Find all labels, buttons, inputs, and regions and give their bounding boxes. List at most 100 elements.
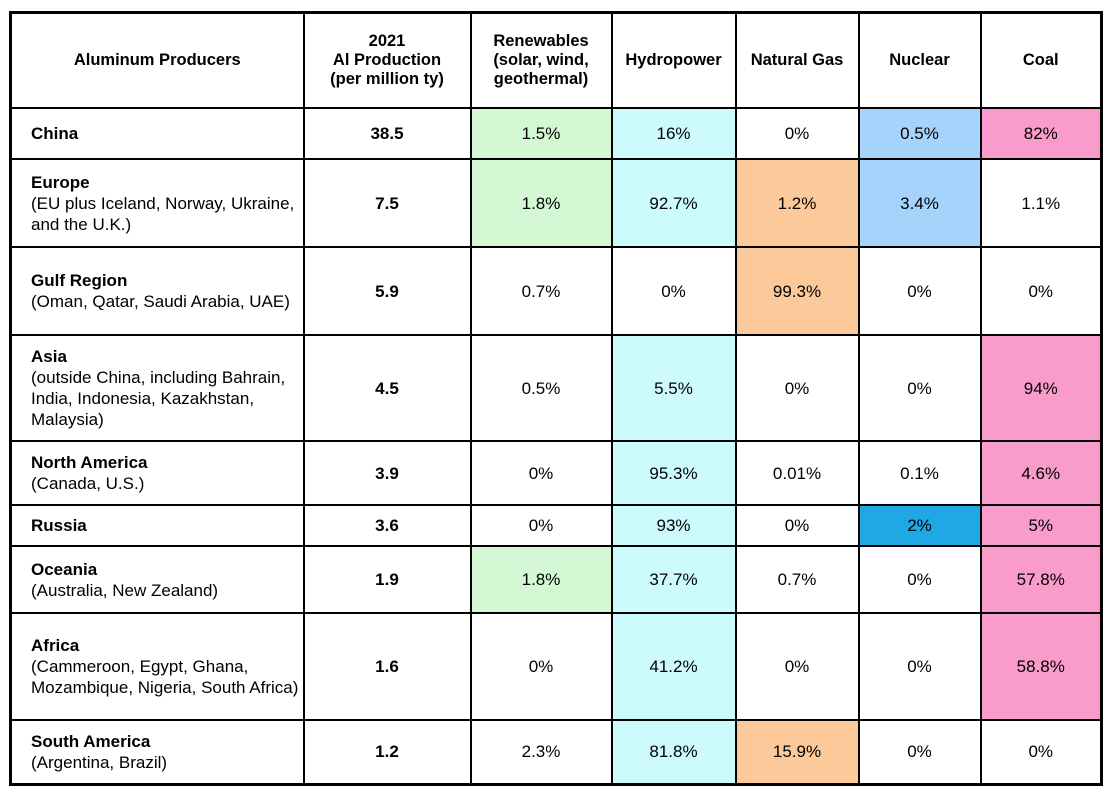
header-line: Hydropower [625, 51, 722, 69]
region-cell: China [9, 107, 305, 160]
region-name: China [31, 124, 79, 143]
table-row: Russia 3.6 0% 93% 0% 2% 5% [9, 504, 1103, 547]
coal-share: 5% [979, 504, 1103, 547]
col-header-hydropower: Hydropower [610, 11, 737, 109]
nuclear-share: 0.1% [857, 440, 982, 506]
col-header-producers: Aluminum Producers [9, 11, 305, 109]
coal-share: 94% [979, 334, 1103, 442]
table-row: Asia (outside China, including Bahrain, I… [9, 334, 1103, 442]
hydropower-share: 0% [610, 246, 737, 336]
header-line: (solar, wind, [493, 51, 589, 69]
table-row: Africa (Cammeroon, Egypt, Ghana, Mozambiq… [9, 612, 1103, 721]
natural-gas-share: 0.7% [734, 545, 860, 614]
nuclear-share: 0% [857, 334, 982, 442]
hydropower-share: 37.7% [610, 545, 737, 614]
production-value: 38.5 [302, 107, 472, 160]
hydropower-share: 5.5% [610, 334, 737, 442]
coal-share: 58.8% [979, 612, 1103, 721]
nuclear-share: 0% [857, 545, 982, 614]
header-row: Aluminum Producers 2021 Al Production (p… [9, 11, 1103, 109]
table-row: South America (Argentina, Brazil) 1.2 2.3% 8… [9, 719, 1103, 785]
coal-share: 0% [979, 719, 1103, 785]
hydropower-share: 93% [610, 504, 737, 547]
natural-gas-share: 0% [734, 107, 860, 160]
region-name: Russia [31, 516, 87, 535]
col-header-coal: Coal [979, 11, 1103, 109]
nuclear-share: 2% [857, 504, 982, 547]
region-description: (Canada, U.S.) [31, 474, 145, 493]
renewables-share: 2.3% [469, 719, 613, 785]
col-header-nuclear: Nuclear [857, 11, 982, 109]
region-name: North America [31, 453, 148, 472]
coal-share: 1.1% [979, 158, 1103, 248]
natural-gas-share: 0% [734, 504, 860, 547]
region-cell: South America (Argentina, Brazil) [9, 719, 305, 785]
region-description: (Cammeroon, Egypt, Ghana, Mozambique, Ni… [31, 657, 299, 697]
natural-gas-share: 1.2% [734, 158, 860, 248]
natural-gas-share: 0% [734, 334, 860, 442]
header-line: Al Production [332, 51, 442, 69]
renewables-share: 1.5% [469, 107, 613, 160]
table-body: China 38.5 1.5% 16% 0% 0.5% 82% Europe (EU plus … [9, 107, 1103, 785]
region-name: Oceania [31, 559, 98, 579]
region-description: (Argentina, Brazil) [31, 752, 168, 772]
header-line: Natural Gas [750, 51, 844, 69]
renewables-share: 0% [469, 504, 613, 547]
col-header-renewables: Renewables (solar, wind, geothermal) [469, 11, 613, 109]
region-name: South America [31, 731, 151, 751]
aluminum-energy-table: Aluminum Producers 2021 Al Production (p… [9, 11, 1103, 786]
region-cell: Africa (Cammeroon, Egypt, Ghana, Mozambiq… [9, 612, 305, 721]
coal-share: 4.6% [979, 440, 1103, 506]
production-value: 1.9 [302, 545, 472, 614]
region-cell: Europe (EU plus Iceland, Norway, Ukraine,… [9, 158, 305, 248]
header-line: (per million ty) [330, 70, 444, 88]
hydropower-share: 81.8% [610, 719, 737, 785]
renewables-share: 1.8% [469, 545, 613, 614]
hydropower-share: 16% [610, 107, 737, 160]
production-value: 3.9 [302, 440, 472, 506]
production-value: 3.6 [302, 504, 472, 547]
region-name: Asia [31, 347, 67, 366]
region-cell: Asia (outside China, including Bahrain, I… [9, 334, 305, 442]
coal-share: 0% [979, 246, 1103, 336]
region-description: (outside China, including Bahrain, India… [31, 368, 286, 429]
region-description: (Australia, New Zealand) [31, 580, 219, 600]
renewables-share: 0.5% [469, 334, 613, 442]
col-header-natural-gas: Natural Gas [734, 11, 860, 109]
nuclear-share: 0.5% [857, 107, 982, 160]
region-name: Africa [31, 636, 80, 655]
production-value: 1.6 [302, 612, 472, 721]
nuclear-share: 0% [857, 719, 982, 785]
production-value: 5.9 [302, 246, 472, 336]
table-row: Gulf Region (Oman, Qatar, Saudi Arabia, U… [9, 246, 1103, 336]
table-row: Europe (EU plus Iceland, Norway, Ukraine,… [9, 158, 1103, 248]
nuclear-share: 3.4% [857, 158, 982, 248]
coal-share: 82% [979, 107, 1103, 160]
region-cell: Russia [9, 504, 305, 547]
header-line: Nuclear [889, 51, 950, 69]
table-row: Oceania (Australia, New Zealand) 1.9 1.8% 37… [9, 545, 1103, 614]
nuclear-share: 0% [857, 246, 982, 336]
hydropower-share: 41.2% [610, 612, 737, 721]
col-header-production: 2021 Al Production (per million ty) [302, 11, 472, 109]
renewables-share: 0% [469, 440, 613, 506]
header-line: geothermal) [493, 70, 589, 88]
production-value: 7.5 [302, 158, 472, 248]
hydropower-share: 92.7% [610, 158, 737, 248]
nuclear-share: 0% [857, 612, 982, 721]
header-line: 2021 [368, 32, 406, 50]
table-row: China 38.5 1.5% 16% 0% 0.5% 82% [9, 107, 1103, 160]
table-row: North America (Canada, U.S.) 3.9 0% 95.3% 0.0… [9, 440, 1103, 506]
region-description: (Oman, Qatar, Saudi Arabia, UAE) [31, 292, 290, 311]
region-name: Gulf Region [31, 271, 128, 290]
header-line: Renewables [493, 32, 589, 50]
renewables-share: 1.8% [469, 158, 613, 248]
header-line: Coal [1022, 51, 1059, 69]
production-value: 4.5 [302, 334, 472, 442]
header-line: Aluminum Producers [73, 51, 241, 69]
natural-gas-share: 99.3% [734, 246, 860, 336]
natural-gas-share: 0.01% [734, 440, 860, 506]
renewables-share: 0% [469, 612, 613, 721]
natural-gas-share: 15.9% [734, 719, 860, 785]
region-cell: Gulf Region (Oman, Qatar, Saudi Arabia, U… [9, 246, 305, 336]
